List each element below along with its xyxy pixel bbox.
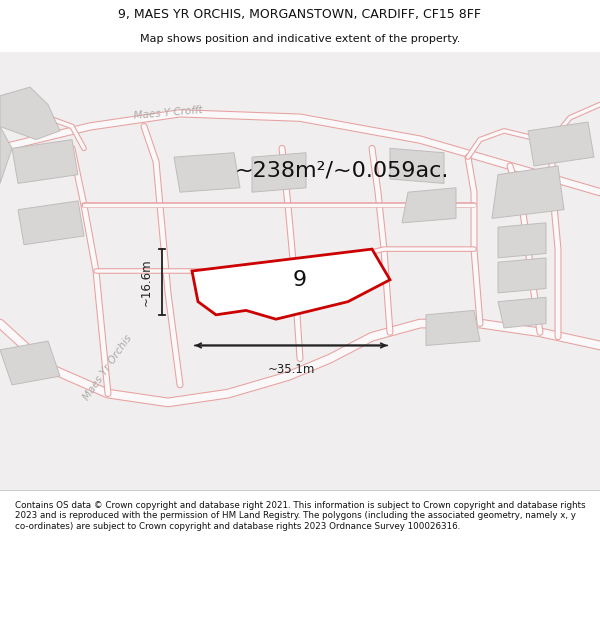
- Polygon shape: [426, 311, 480, 346]
- Polygon shape: [192, 249, 390, 319]
- Polygon shape: [492, 166, 564, 219]
- Text: ~35.1m: ~35.1m: [268, 363, 314, 376]
- Polygon shape: [0, 126, 12, 183]
- Polygon shape: [0, 341, 60, 385]
- Text: Contains OS data © Crown copyright and database right 2021. This information is : Contains OS data © Crown copyright and d…: [15, 501, 586, 531]
- Polygon shape: [174, 152, 240, 192]
- Polygon shape: [18, 201, 84, 245]
- Polygon shape: [402, 188, 456, 223]
- Polygon shape: [498, 223, 546, 258]
- Polygon shape: [498, 258, 546, 293]
- Text: 9, MAES YR ORCHIS, MORGANSTOWN, CARDIFF, CF15 8FF: 9, MAES YR ORCHIS, MORGANSTOWN, CARDIFF,…: [119, 8, 482, 21]
- Polygon shape: [0, 87, 60, 139]
- Polygon shape: [498, 298, 546, 328]
- Text: 9: 9: [293, 270, 307, 290]
- Text: Maes Yr Orchis: Maes Yr Orchis: [82, 333, 134, 402]
- Polygon shape: [252, 152, 306, 192]
- Polygon shape: [12, 139, 78, 183]
- Text: Map shows position and indicative extent of the property.: Map shows position and indicative extent…: [140, 34, 460, 44]
- Text: Maes Y Crofft: Maes Y Crofft: [133, 106, 203, 121]
- Polygon shape: [528, 122, 594, 166]
- Text: ~16.6m: ~16.6m: [140, 258, 153, 306]
- Text: ~238m²/~0.059ac.: ~238m²/~0.059ac.: [235, 160, 449, 180]
- Polygon shape: [390, 148, 444, 183]
